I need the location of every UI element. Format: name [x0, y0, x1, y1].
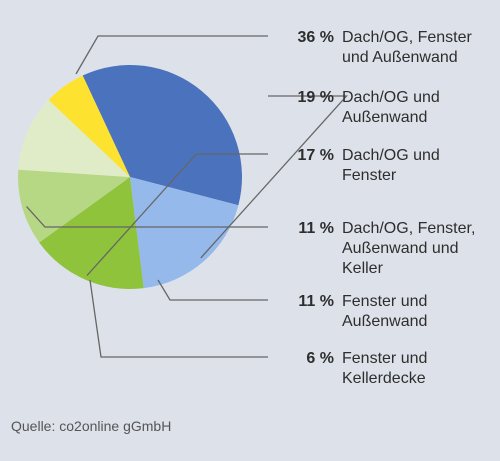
slice-category-label: Fenster und — [342, 350, 427, 367]
slice-percent-label: 11 % — [298, 220, 334, 237]
leader-line — [157, 279, 268, 301]
slice-category-label: Keller — [342, 260, 384, 277]
pie-slice — [130, 177, 239, 289]
source-note: Quelle: co2online gGmbH — [11, 418, 172, 434]
leader-line — [86, 153, 268, 276]
leader-line — [89, 279, 268, 358]
slice-category-label: Dach/OG und — [342, 89, 440, 106]
leader-line — [75, 35, 268, 75]
slice-percent-label: 17 % — [298, 147, 334, 164]
slice-category-label: Außenwand — [342, 109, 427, 126]
pie-slices — [18, 64, 242, 290]
legend: 36 % Dach/OG, Fenster und Außenwand 19 % Dac… — [298, 29, 476, 387]
slice-category-label: Fenster und — [342, 293, 427, 310]
slice-category-label: Außenwand und — [342, 240, 459, 257]
pie-slice — [18, 100, 130, 177]
slice-category-label: Fenster — [342, 167, 397, 184]
pie-slice — [48, 75, 131, 177]
slice-category-label: Dach/OG, Fenster — [342, 29, 472, 46]
slice-percent-label: 36 % — [298, 29, 334, 46]
slice-percent-label: 6 % — [306, 350, 334, 367]
leader-lines — [26, 35, 348, 358]
leader-line — [26, 206, 268, 228]
pie-slice — [18, 169, 130, 243]
slice-category-label: Dach/OG, Fenster, — [342, 220, 475, 237]
slice-percent-label: 11 % — [298, 293, 334, 310]
slice-category-label: und Außenwand — [342, 49, 458, 66]
slice-category-label: Kellerdecke — [342, 370, 426, 387]
leader-line — [200, 95, 348, 259]
slice-category-label: Dach/OG und — [342, 147, 440, 164]
pie-slice — [39, 177, 144, 290]
pie-slice — [82, 64, 242, 206]
slice-percent-label: 19 % — [298, 89, 334, 106]
slice-category-label: Außenwand — [342, 313, 427, 330]
